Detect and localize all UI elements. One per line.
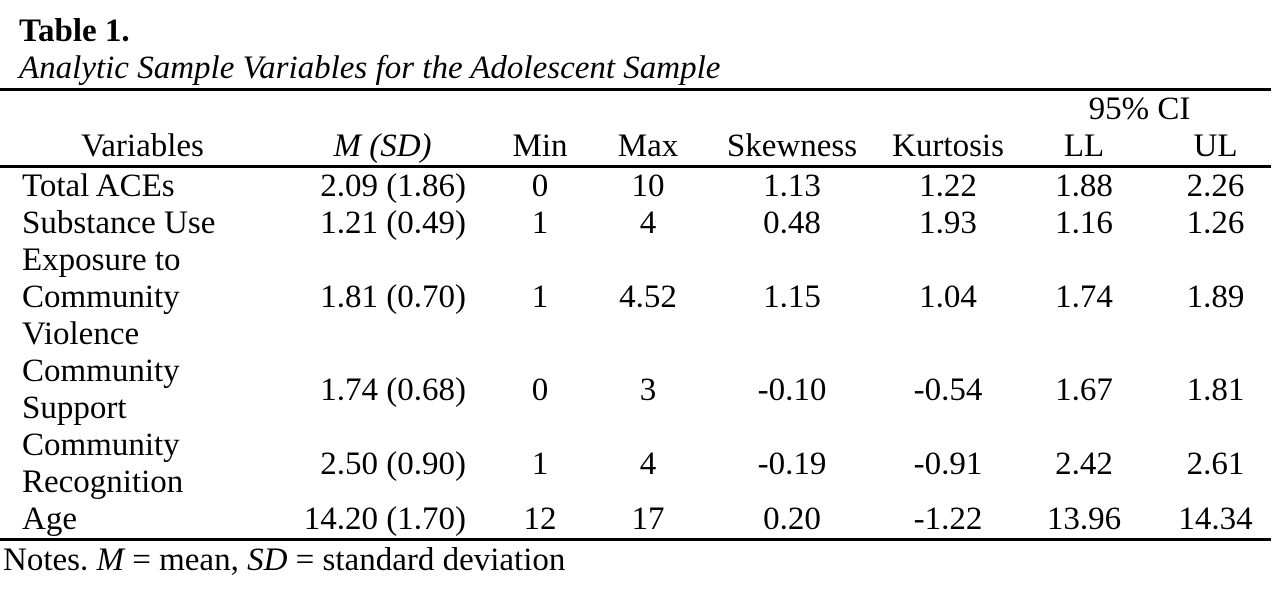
cell-variable: Exposure to Community Violence [22,242,181,352]
table-notes: Notes. M = mean, SD = standard deviation [0,541,1286,579]
cell-ll: 1.67 [1055,371,1113,408]
cell-max: 4.52 [619,279,677,315]
col-header-max: Max [600,128,696,168]
cell-variable: Community Support [22,353,180,426]
cell-ul: 14.34 [1160,501,1271,541]
cell-skewness: -0.19 [757,445,827,482]
cell-variable: Total ACEs [22,168,175,204]
cell-kurtosis: -0.91 [913,445,983,482]
cell-m-sd: 1.74 (0.68) [320,371,466,408]
cell-kurtosis: -0.54 [913,371,983,408]
cell-skewness: 0.48 [763,205,821,241]
cell-m-sd: 2.50 (0.90) [320,445,466,482]
cell-skewness: 1.15 [763,279,821,315]
cell-ll: 2.42 [1055,445,1113,482]
notes-m-label: M [96,542,125,578]
table-row: Community Recognition 2.50 (0.90) 1 4 -0… [0,427,1271,501]
notes-prefix: Notes. [3,542,97,578]
stats-table: 95% CI Variables M (SD) Min Max Skewness… [0,91,1271,541]
col-header-min: Min [480,128,600,168]
cell-min: 0 [531,168,549,204]
col-header-ll: LL [1008,128,1160,168]
cell-kurtosis: 1.04 [919,279,977,315]
cell-ul: 1.81 [1186,371,1245,408]
cell-ll: 1.88 [1055,168,1113,204]
table-title: Analytic Sample Variables for the Adoles… [19,50,721,86]
notes-sd-definition: = standard deviation [287,542,566,578]
cell-kurtosis: 1.22 [919,168,977,204]
cell-ul: 2.26 [1186,168,1245,204]
cell-kurtosis: -1.22 [888,501,1008,541]
table-row: Exposure to Community Violence 1.81 (0.7… [0,242,1271,353]
cell-skewness: 0.20 [696,501,888,541]
col-header-m-sd: M (SD) [285,128,480,168]
spanner-empty [0,91,1008,128]
cell-skewness: 1.13 [763,168,821,204]
table-row: Total ACEs 2.09 (1.86) 0 10 1.13 1.22 1.… [0,167,1271,206]
cell-kurtosis: 1.93 [919,205,977,241]
table-label: Table 1. [19,13,130,49]
cell-min: 0 [531,371,549,408]
cell-min: 1 [531,279,549,315]
spanner-row: 95% CI [0,91,1271,128]
col-header-ul: UL [1160,128,1271,168]
cell-min: 1 [531,445,549,482]
col-header-variables: Variables [0,128,285,168]
cell-min: 1 [531,205,549,241]
cell-min: 12 [480,501,600,541]
cell-variable: Substance Use [22,205,216,241]
cell-m-sd: 1.81 (0.70) [320,279,466,315]
cell-max: 4 [639,205,657,241]
cell-m-sd: 2.09 (1.86) [320,168,466,204]
table-caption: Table 1. Analytic Sample Variables for t… [0,0,1271,91]
cell-skewness: -0.10 [757,371,827,408]
cell-max: 17 [600,501,696,541]
cell-ul: 2.61 [1186,445,1245,482]
cell-max: 4 [639,445,657,482]
cell-max: 3 [639,371,657,408]
cell-m-sd: 1.21 (0.49) [320,205,466,241]
table-row: Age 14.20 (1.70) 12 17 0.20 -1.22 13.96 … [0,501,1271,541]
col-header-skewness: Skewness [696,128,888,168]
cell-m-sd: 14.20 (1.70) [285,501,480,541]
cell-max: 10 [631,168,665,204]
column-header-row: Variables M (SD) Min Max Skewness Kurtos… [0,128,1271,168]
table-row: Substance Use 1.21 (0.49) 1 4 0.48 1.93 … [0,205,1271,242]
cell-ll: 1.16 [1055,205,1113,241]
cell-ul: 1.89 [1186,279,1245,315]
notes-m-definition: = mean, [124,542,248,578]
cell-ll: 1.74 [1055,279,1113,315]
cell-ll: 13.96 [1008,501,1160,541]
col-header-kurtosis: Kurtosis [888,128,1008,168]
spanner-95ci: 95% CI [1088,91,1191,127]
cell-ul: 1.26 [1186,205,1245,241]
table-row: Community Support 1.74 (0.68) 0 3 -0.10 … [0,353,1271,427]
cell-variable: Community Recognition [22,427,184,500]
cell-variable: Age [0,501,285,541]
notes-sd-label: SD [247,542,288,578]
